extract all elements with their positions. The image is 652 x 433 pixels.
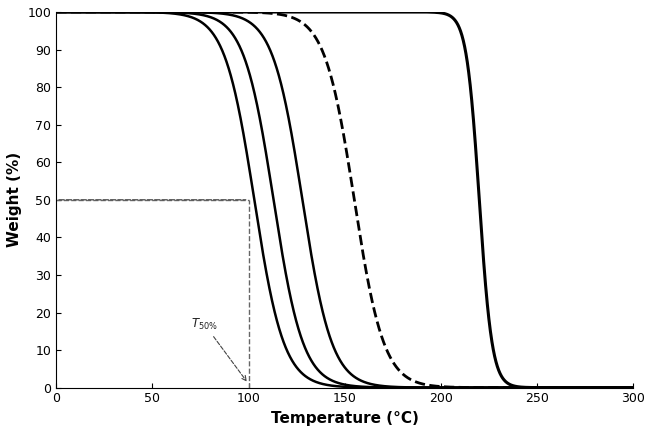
X-axis label: Temperature (°C): Temperature (°C) xyxy=(271,411,419,426)
Y-axis label: Weight (%): Weight (%) xyxy=(7,152,22,247)
Text: $T_{50\%}$: $T_{50\%}$ xyxy=(191,317,246,381)
